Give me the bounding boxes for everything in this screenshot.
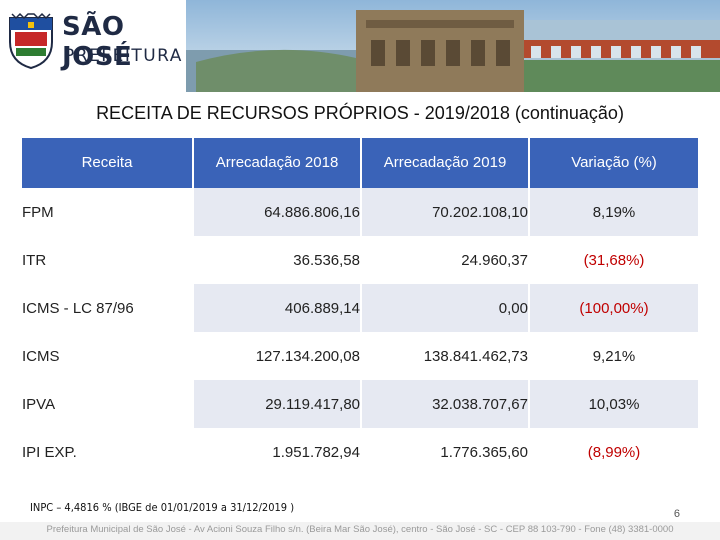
cell-arrecadacao-2018: 1.951.782,94 [272,443,360,461]
cell-variacao: 8,19% [592,203,636,221]
cell-arrecadacao-2018: 36.536,58 [293,251,360,269]
table-row: ICMS 127.134.200,08 138.841.462,73 9,21% [22,332,698,380]
cell-receita: ICMS - LC 87/96 [22,299,134,317]
logo-subtitle: PREFEITURA [64,46,183,66]
logo-title: SÃO JOSÉ [62,12,133,72]
header-cell-bg [22,138,192,188]
table-row: ICMS - LC 87/96 406.889,14 0,00 (100,00%… [22,284,698,332]
city-crest-icon [9,12,53,70]
cell-receita: ITR [22,251,47,269]
header-photo [186,0,720,92]
cell-arrecadacao-2019: 0,00 [498,299,528,317]
cell-arrecadacao-2018: 406.889,14 [284,299,360,317]
cell-arrecadacao-2019: 32.038.707,67 [432,395,528,413]
prefeitura-logo: SÃO JOSÉ PREFEITURA [6,10,181,72]
cell-arrecadacao-2019: 70.202.108,10 [432,203,528,221]
cell-arrecadacao-2019: 1.776.365,60 [440,443,528,461]
cell-variacao: (8,99%) [587,443,641,461]
footer-address: Prefeitura Municipal de São José - Av Ac… [46,524,674,535]
column-header-receita: Receita [81,153,133,171]
table-header-row: Receita Arrecadação 2018 Arrecadação 201… [22,138,698,188]
table-row: IPVA 29.119.417,80 32.038.707,67 10,03% [22,380,698,428]
inpc-footnote: INPC – 4,4816 % (IBGE de 01/01/2019 a 31… [30,501,295,514]
cell-arrecadacao-2019: 24.960,37 [461,251,528,269]
header: SÃO JOSÉ PREFEITURA [0,0,720,92]
column-header-variacao: Variação (%) [571,153,657,171]
header-cell-bg [194,138,360,188]
cell-variacao: (31,68%) [583,251,645,269]
cell-arrecadacao-2018: 127.134.200,08 [255,347,360,365]
table-row: ITR 36.536,58 24.960,37 (31,68%) [22,236,698,284]
cell-variacao: 10,03% [588,395,640,413]
column-header-arrecadacao-2019: Arrecadação 2019 [383,153,507,171]
footer-bar [0,522,720,540]
cell-receita: FPM [22,203,54,221]
cell-variacao: 9,21% [592,347,636,365]
header-cell-bg [530,138,698,188]
cell-receita: IPI EXP. [22,443,77,461]
cell-arrecadacao-2018: 64.886.806,16 [264,203,360,221]
cell-arrecadacao-2019: 138.841.462,73 [423,347,528,365]
cell-receita: ICMS [22,347,60,365]
column-header-arrecadacao-2018: Arrecadação 2018 [215,153,339,171]
cell-arrecadacao-2018: 29.119.417,80 [265,395,360,413]
page-number: 6 [673,508,680,520]
cell-receita: IPVA [22,395,56,413]
table-row: FPM 64.886.806,16 70.202.108,10 8,19% [22,188,698,236]
page-title: RECEITA DE RECURSOS PRÓPRIOS - 2019/2018… [96,103,624,123]
header-cell-bg [362,138,528,188]
cell-variacao: (100,00%) [579,299,649,317]
table-row: IPI EXP. 1.951.782,94 1.776.365,60 (8,99… [22,428,698,476]
